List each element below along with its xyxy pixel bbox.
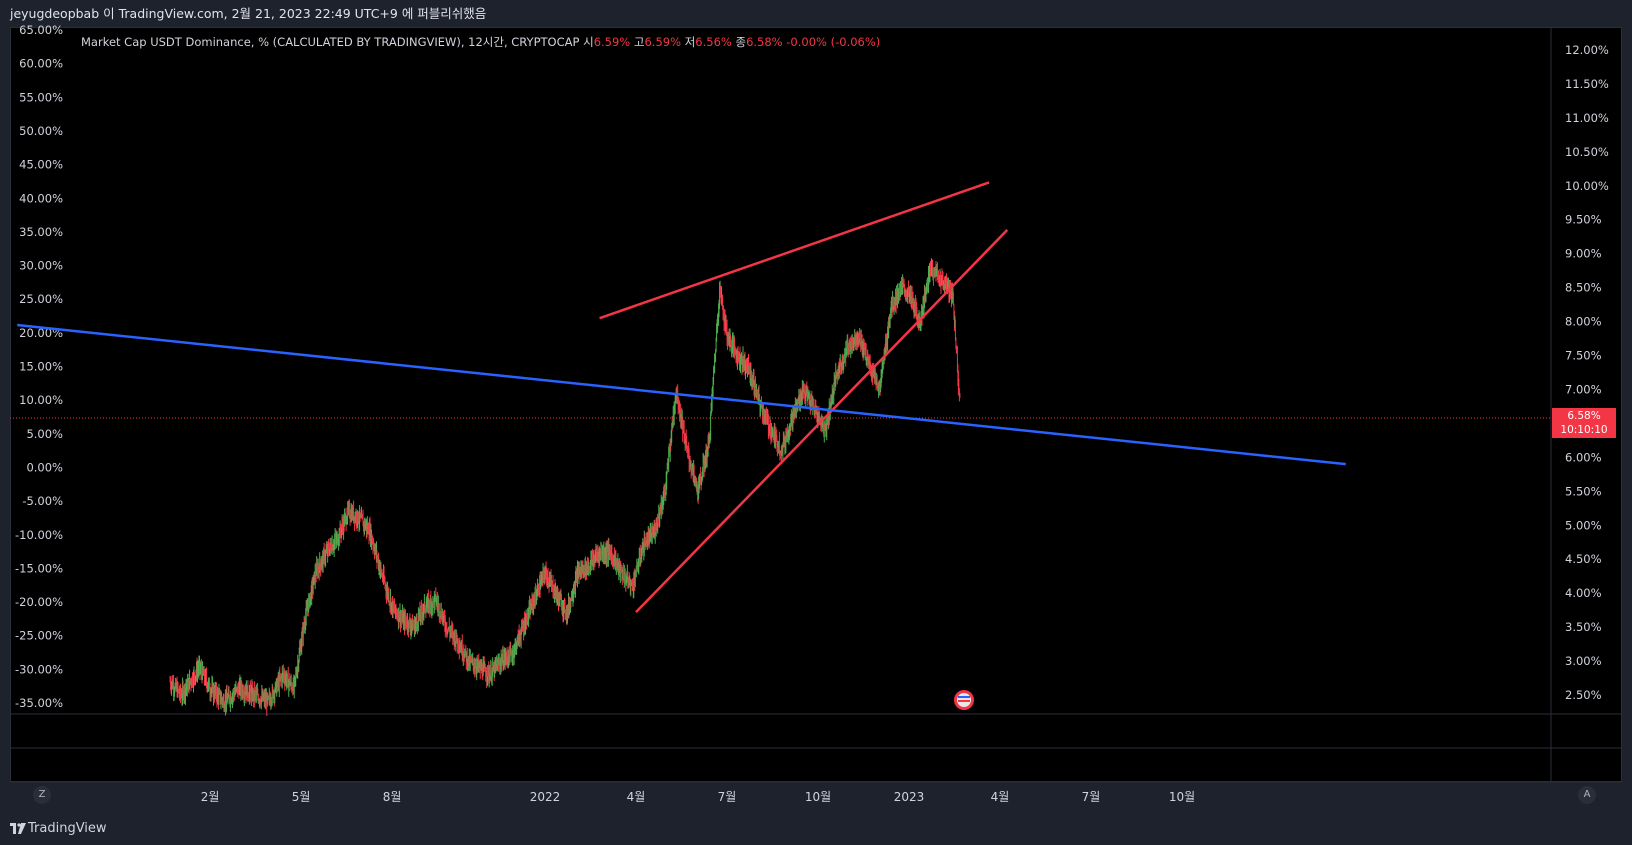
right-axis-tick-label: 7.50%	[1565, 349, 1602, 363]
legend-low: 6.56%	[695, 35, 732, 49]
time-axis-tick-label: 5월	[292, 790, 311, 804]
right-axis-tick-label: 8.00%	[1565, 315, 1602, 329]
footer-brand: TradingView	[28, 821, 107, 836]
time-axis-tick-label: 10월	[1169, 790, 1195, 804]
time-axis-tick-label: 4월	[627, 790, 646, 804]
time-axis-tick-label: 2022	[530, 790, 561, 804]
right-axis-tick-label: 3.00%	[1565, 654, 1602, 668]
left-axis-tick-label: -15.00%	[15, 561, 63, 575]
trendlines	[17, 181, 1346, 614]
trendline-long-term-trend[interactable]	[17, 323, 1346, 466]
current-price-tag: 6.58% 10:10:10	[1552, 408, 1616, 438]
time-axis-tick-label: 7월	[718, 790, 737, 804]
trendline-upper-resistance[interactable]	[599, 181, 990, 320]
right-axis-tick-label: 3.50%	[1565, 620, 1602, 634]
right-axis-tick-label: 6.00%	[1565, 450, 1602, 464]
left-axis-tick-label: 25.00%	[19, 292, 63, 306]
series-legend: Market Cap USDT Dominance, % (CALCULATED…	[81, 34, 880, 50]
time-axis-tick-label: 4월	[991, 790, 1010, 804]
event-marker-flag-icon[interactable]	[954, 690, 974, 710]
left-axis-tick-label: -35.00%	[15, 696, 63, 710]
right-axis-tick-label: 10.00%	[1565, 179, 1609, 193]
time-axis-tick-label: 2023	[894, 790, 925, 804]
price-tag-countdown: 10:10:10	[1560, 424, 1608, 436]
right-axis-tick-label: 4.50%	[1565, 552, 1602, 566]
legend-series-name: Market Cap USDT Dominance, % (CALCULATED…	[81, 35, 580, 49]
left-axis-tick-label: 10.00%	[19, 393, 63, 407]
time-axis-tick-label: 8월	[383, 790, 402, 804]
left-axis-tick-label: 40.00%	[19, 191, 63, 205]
time-axis: 2월 5월 8월 2022 4월 7월 10월 2023 4월 7월 10월	[201, 790, 1195, 804]
zoom-reset-button[interactable]: Z	[33, 786, 51, 804]
right-axis-tick-label: 10.50%	[1565, 145, 1609, 159]
left-axis-tick-label: -30.00%	[15, 662, 63, 676]
right-axis-tick-label: 8.50%	[1565, 281, 1602, 295]
left-axis-tick-label: -10.00%	[15, 528, 63, 542]
legend-open-label: 시	[583, 35, 594, 49]
left-axis: 65.00% 60.00% 55.00% 50.00% 45.00% 40.00% 35.0…	[15, 23, 63, 710]
right-axis-tick-label: 5.50%	[1565, 484, 1602, 498]
right-axis-tick-label: 11.50%	[1565, 77, 1609, 91]
left-axis-tick-label: 30.00%	[19, 259, 63, 273]
time-axis-tick-label: 10월	[805, 790, 831, 804]
left-axis-tick-label: 0.00%	[26, 460, 63, 474]
left-axis-tick-label: 55.00%	[19, 90, 63, 104]
tradingview-logo-icon	[10, 823, 26, 834]
footer-bar: TradingView	[0, 812, 1632, 845]
legend-close: 6.58%	[746, 35, 783, 49]
publish-header: jeyugdeopbab 이 TradingView.com, 2월 21, 2…	[0, 0, 1632, 27]
price-tag-value: 6.58%	[1567, 410, 1601, 422]
publish-title: jeyugdeopbab 이 TradingView.com, 2월 21, 2…	[10, 6, 487, 21]
trendline-lower-support[interactable]	[635, 229, 1009, 614]
legend-low-label: 저	[684, 35, 696, 49]
left-axis-tick-label: -5.00%	[22, 494, 63, 508]
right-axis-tick-label: 9.50%	[1565, 213, 1602, 227]
legend-high: 6.59%	[644, 35, 682, 49]
right-axis-tick-label: 9.00%	[1565, 247, 1602, 261]
right-axis-tick-label: 12.00%	[1565, 43, 1609, 57]
legend-change: -0.00% (-0.06%)	[786, 35, 881, 49]
time-axis-tick-label: 7월	[1082, 790, 1101, 804]
candles	[169, 258, 961, 716]
left-axis-tick-label: -20.00%	[15, 595, 63, 609]
time-axis-tick-label: 2월	[201, 790, 220, 804]
legend-open: 6.59%	[593, 35, 631, 49]
left-axis-tick-label: 50.00%	[19, 124, 63, 138]
left-axis-tick-label: 60.00%	[19, 57, 63, 71]
right-axis-tick-label: 11.00%	[1565, 111, 1609, 125]
left-axis-tick-label: 15.00%	[19, 360, 63, 374]
left-axis-tick-label: 35.00%	[19, 225, 63, 239]
right-axis-tick-label: 2.50%	[1565, 688, 1602, 702]
legend-close-label: 종	[735, 35, 747, 49]
left-axis-tick-label: -25.00%	[15, 629, 63, 643]
left-axis-tick-label: 45.00%	[19, 158, 63, 172]
legend-high-label: 고	[633, 35, 645, 49]
right-axis: 12.00% 11.50% 11.00% 10.50% 10.00% 9.50% 9.00%…	[1565, 43, 1609, 702]
right-axis-tick-label: 7.00%	[1565, 382, 1602, 396]
left-axis-tick-label: 65.00%	[19, 23, 63, 37]
right-axis-tick-label: 5.00%	[1565, 518, 1602, 532]
auto-scale-button[interactable]: A	[1578, 786, 1596, 804]
left-axis-tick-label: 5.00%	[26, 427, 63, 441]
right-axis-tick-label: 4.00%	[1565, 586, 1602, 600]
